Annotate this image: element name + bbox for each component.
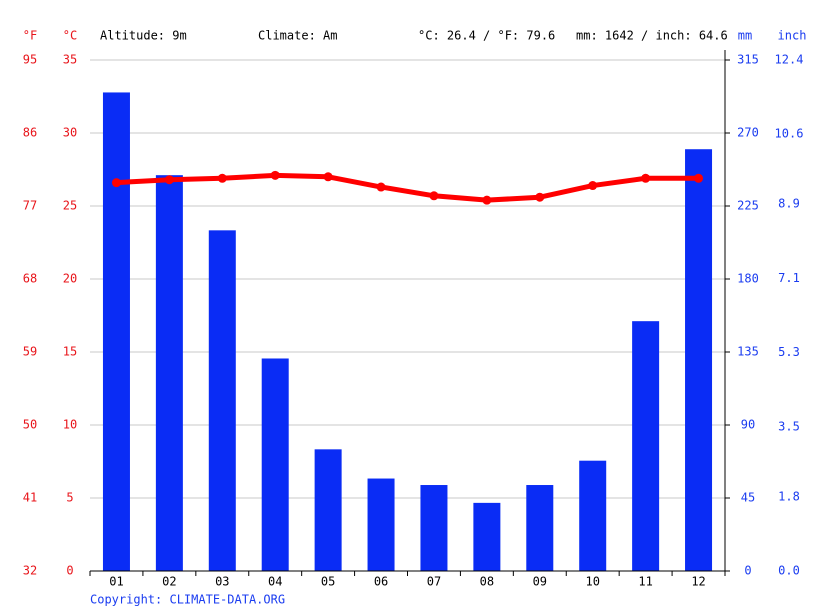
precipitation-bar <box>526 485 554 571</box>
temperature-point <box>111 178 121 188</box>
inch-tick-label: 7.1 <box>778 271 800 285</box>
altitude: Altitude: 9m <box>100 29 187 43</box>
inch-tick-label: 3.5 <box>778 419 800 433</box>
x-tick-label: 10 <box>585 575 599 589</box>
mm-unit: mm <box>738 29 752 43</box>
x-tick-label: 11 <box>638 575 652 589</box>
celsius-unit: °C <box>63 29 77 43</box>
y2-tick-label: 315 <box>737 53 759 67</box>
y-tick-label: 20 <box>63 272 77 286</box>
y2-tick-label: 270 <box>737 126 759 140</box>
fahrenheit-tick-label: 68 <box>23 272 37 286</box>
temperature-point <box>588 181 598 191</box>
precipitation-bar <box>102 92 130 571</box>
y-tick-label: 10 <box>63 418 77 432</box>
precipitation-bar <box>367 478 395 571</box>
temperature-point <box>694 173 704 183</box>
fahrenheit-unit: °F <box>23 29 37 43</box>
precipitation-bar <box>155 175 183 571</box>
fahrenheit-tick-label: 41 <box>23 491 37 505</box>
inch-tick-label: 8.9 <box>778 197 800 211</box>
temperature-line <box>113 172 702 203</box>
temperature-point <box>270 170 280 180</box>
x-tick-label: 01 <box>109 575 123 589</box>
x-tick-label: 05 <box>321 575 335 589</box>
temperature-point <box>164 175 174 185</box>
x-tick-label: 08 <box>480 575 494 589</box>
inch-tick-label: 5.3 <box>778 345 800 359</box>
temperature-point <box>323 172 333 182</box>
y-tick-label: 30 <box>63 126 77 140</box>
copyright: Copyright: CLIMATE-DATA.ORG <box>90 593 285 607</box>
inch-tick-label: 0.0 <box>778 564 800 578</box>
y2-tick-label: 90 <box>741 418 755 432</box>
x-tick-label: 07 <box>427 575 441 589</box>
y2-tick-label: 135 <box>737 345 759 359</box>
y-tick-label: 5 <box>66 491 73 505</box>
precipitation-bar <box>579 460 607 571</box>
x-tick-label: 06 <box>374 575 388 589</box>
temperature-point <box>641 173 651 183</box>
precipitation-bar <box>685 149 713 571</box>
y2-tick-label: 45 <box>741 491 755 505</box>
x-tick-label: 09 <box>533 575 547 589</box>
precipitation-bar <box>261 358 289 571</box>
x-tick-label: 02 <box>162 575 176 589</box>
x-tick-label: 04 <box>268 575 282 589</box>
x-tick-label: 12 <box>691 575 705 589</box>
climate: Climate: Am <box>258 29 337 43</box>
y2-tick-label: 0 <box>744 564 751 578</box>
inch-tick-label: 10.6 <box>775 127 804 141</box>
y-tick-label: 0 <box>66 564 73 578</box>
y-tick-label: 35 <box>63 53 77 67</box>
y2-tick-label: 180 <box>737 272 759 286</box>
fahrenheit-tick-label: 59 <box>23 345 37 359</box>
total-precipitation: mm: 1642 / inch: 64.6 <box>576 29 728 43</box>
precipitation-bar <box>632 321 660 571</box>
y-tick-label: 25 <box>63 199 77 213</box>
fahrenheit-tick-label: 32 <box>23 564 37 578</box>
temperature-point <box>482 195 492 205</box>
inch-tick-label: 1.8 <box>778 489 800 503</box>
x-tick-label: 03 <box>215 575 229 589</box>
inch-unit: inch <box>778 29 807 43</box>
temperature-point <box>535 192 545 202</box>
temperature-point <box>217 173 227 183</box>
precipitation-bar <box>314 449 342 571</box>
precipitation-bar <box>420 485 448 571</box>
y-tick-label: 15 <box>63 345 77 359</box>
fahrenheit-tick-label: 86 <box>23 126 37 140</box>
temperature-point <box>429 191 439 201</box>
precipitation-bar <box>208 230 236 572</box>
inch-tick-label: 12.4 <box>775 53 804 67</box>
avg-temperature: °C: 26.4 / °F: 79.6 <box>418 29 555 43</box>
y2-tick-label: 225 <box>737 199 759 213</box>
fahrenheit-tick-label: 50 <box>23 418 37 432</box>
fahrenheit-tick-label: 77 <box>23 199 37 213</box>
precipitation-bar <box>473 502 501 571</box>
temperature-point <box>376 182 386 192</box>
fahrenheit-tick-label: 95 <box>23 53 37 67</box>
